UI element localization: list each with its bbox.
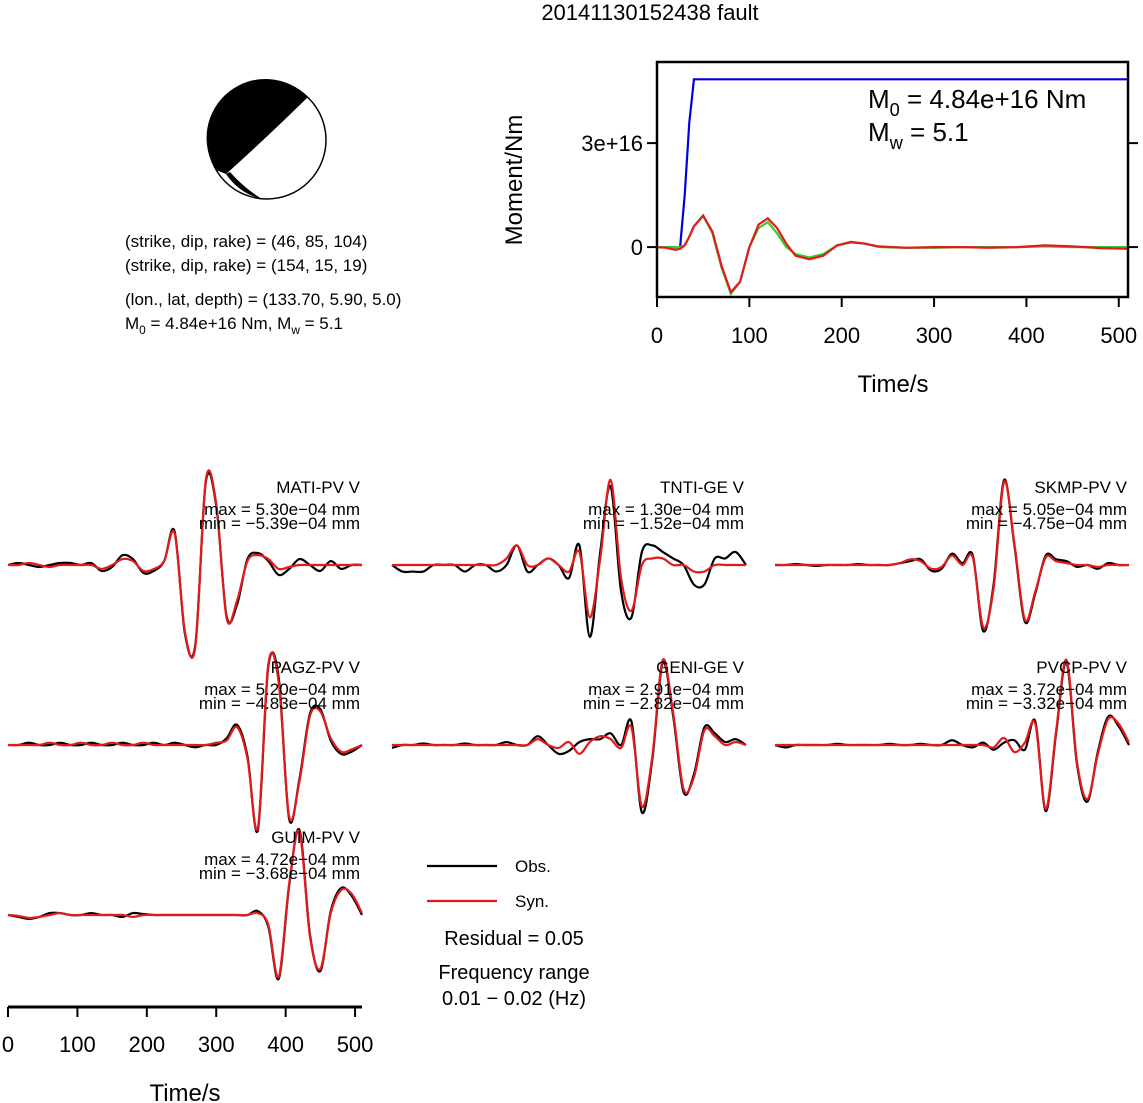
max-label: max = 5.05e−04 mm — [971, 500, 1127, 519]
note: 0.01 − 0.02 (Hz) — [442, 988, 586, 1010]
note: Frequency range — [438, 962, 589, 984]
max-label: max = 4.72e−04 mm — [204, 850, 360, 869]
beachball — [206, 78, 327, 200]
station-label: PVCP-PV V — [1036, 658, 1127, 677]
moment-line — [657, 78, 1128, 249]
moment-summary: M0 = 4.84e+16 Nm, Mw = 5.1 — [125, 314, 343, 337]
compressional-quadrant — [206, 78, 308, 174]
syn-waveform — [8, 651, 363, 832]
moment-annotation-part: M — [868, 117, 890, 147]
moment-summary-part: w — [290, 323, 300, 337]
y-tick-label: 3e+16 — [581, 131, 643, 156]
syn-waveform — [774, 480, 1129, 630]
x-tick-label: 400 — [267, 1032, 304, 1057]
x-tick-label: 500 — [1100, 323, 1137, 348]
x-tick-label: 500 — [337, 1032, 374, 1057]
y-axis-label: Moment/Nm — [501, 115, 528, 246]
plot-frame — [655, 60, 1130, 299]
moment-annotation-part: = 4.84e+16 Nm — [900, 84, 1086, 114]
y-tick-label: 0 — [631, 235, 643, 260]
moment-annotation: M0 = 4.84e+16 Nm — [868, 84, 1086, 120]
min-label: min = −1.52e−04 mm — [583, 514, 744, 533]
x-tick-label: 0 — [2, 1032, 14, 1057]
moment-summary-part: M — [125, 314, 139, 333]
moment-summary-part: = 4.84e+16 Nm, M — [146, 314, 292, 333]
x-tick-label: 100 — [731, 323, 768, 348]
max-label: max = 5.30e−04 mm — [204, 500, 360, 519]
min-label: min = −2.82e−04 mm — [583, 694, 744, 713]
syn-waveform — [392, 658, 747, 808]
station-label: GUIM-PV V — [271, 828, 360, 847]
syn-waveform — [391, 478, 746, 619]
station-label: SKMP-PV V — [1034, 478, 1127, 497]
note: Residual = 0.05 — [444, 928, 584, 950]
min-label: min = −5.39e−04 mm — [199, 514, 360, 533]
x-axis-label: Time/s — [857, 371, 928, 398]
nodal-plane-1: (strike, dip, rake) = (46, 85, 104) — [125, 232, 367, 251]
moment-annotation-part: M — [868, 84, 890, 114]
legend-label: Syn. — [515, 892, 549, 911]
station-label: PAGZ-PV V — [271, 658, 361, 677]
station-label: GENI-GE V — [656, 658, 745, 677]
max-label: max = 5.20e−04 mm — [204, 680, 360, 699]
compressional-quadrant — [226, 172, 262, 199]
x-tick-label: 300 — [198, 1032, 235, 1057]
moment-summary-part: = 5.1 — [300, 314, 343, 333]
legend-label: Obs. — [515, 857, 551, 876]
moment-annotation-part: = 5.1 — [903, 117, 969, 147]
nodal-plane-2: (strike, dip, rake) = (154, 15, 19) — [125, 256, 367, 275]
moment-annotation-part: 0 — [890, 100, 900, 120]
figure-title: 20141130152438 fault — [541, 0, 758, 25]
x-tick-label: 0 — [651, 323, 663, 348]
x-tick-label: 200 — [823, 323, 860, 348]
max-label: max = 2.91e−04 mm — [588, 680, 744, 699]
moment-annotation-part: w — [889, 133, 904, 153]
min-label: min = −3.68e−04 mm — [199, 864, 360, 883]
moment-annotation: Mw = 5.1 — [868, 117, 969, 153]
x-tick-label: 100 — [59, 1032, 96, 1057]
syn-waveform — [7, 829, 363, 979]
x-tick-label: 200 — [128, 1032, 165, 1057]
syn-waveform — [7, 469, 362, 660]
max-label: max = 3.72e−04 mm — [971, 680, 1127, 699]
min-label: min = −3.32e−04 mm — [966, 694, 1127, 713]
x-tick-label: 300 — [916, 323, 953, 348]
location: (lon., lat, depth) = (133.70, 5.90, 5.0) — [125, 290, 401, 309]
x-tick-label: 400 — [1008, 323, 1045, 348]
min-label: min = −4.83e−04 mm — [199, 694, 360, 713]
syn-waveform — [775, 658, 1130, 810]
station-label: TNTI-GE V — [660, 478, 745, 497]
max-label: max = 1.30e−04 mm — [588, 500, 744, 519]
x-axis-label: Time/s — [149, 1080, 220, 1103]
station-label: MATI-PV V — [276, 478, 360, 497]
moment-summary-part: 0 — [139, 323, 146, 337]
moment-line — [657, 214, 1128, 295]
min-label: min = −4.75e−04 mm — [966, 514, 1127, 533]
